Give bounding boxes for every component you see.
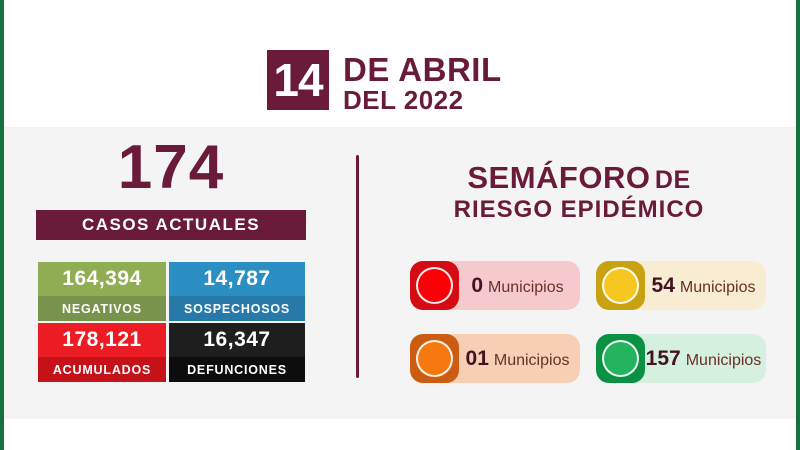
date-day-badge: 14 [267, 50, 329, 110]
semaphore-subtitle: RIESGO EPIDÉMICO [453, 195, 705, 223]
right-green-border [796, 0, 800, 450]
stat-defunciones-value: 16,347 [169, 323, 305, 357]
date-month: DE ABRIL [343, 51, 502, 88]
semaphore-title-line1: SEMÁFORO DE [389, 160, 769, 196]
stat-sospechosos: 14,787 SOSPECHOSOS [169, 262, 305, 321]
stat-defunciones-label: DEFUNCIONES [169, 357, 305, 382]
orange-pill-text: 01 Municipios [459, 347, 580, 371]
current-cases-label: CASOS ACTUALES [81, 215, 261, 234]
current-cases-value: 174 [117, 133, 225, 202]
stat-negativos-value: 164,394 [38, 262, 166, 296]
date-text: DE ABRIL DEL 2022 [343, 50, 502, 115]
semaphore-green-pill: 157 Municipios [596, 334, 766, 383]
yellow-light-icon [596, 261, 645, 310]
stat-negativos: 164,394 NEGATIVOS [38, 262, 166, 321]
semaphore-title-strong: SEMÁFORO [467, 160, 651, 195]
main-panel: 174 CASOS ACTUALES 164,394 NEGATIVOS 14,… [4, 127, 796, 419]
red-municipios-unit: Municipios [488, 278, 564, 296]
semaphore-title-suffix: DE [654, 166, 691, 194]
date-header: 14 DE ABRIL DEL 2022 [267, 50, 502, 115]
orange-circle-icon [416, 340, 453, 377]
red-circle-icon [416, 267, 453, 304]
orange-municipios-count: 01 [465, 346, 489, 370]
semaphore-title: SEMÁFORO DE RIESGO EPIDÉMICO [389, 160, 769, 223]
orange-municipios-unit: Municipios [493, 351, 570, 369]
green-municipios-unit: Municipios [685, 351, 762, 369]
yellow-pill-text: 54 Municipios [645, 274, 766, 298]
semaphore-grid: 0 Municipios 54 Municipios 01 Municipios [410, 261, 766, 383]
stats-grid: 164,394 NEGATIVOS 14,787 SOSPECHOSOS 178… [38, 262, 305, 382]
date-year: DEL 2022 [343, 85, 464, 115]
green-light-icon [596, 334, 645, 383]
stat-sospechosos-value: 14,787 [169, 262, 305, 296]
yellow-municipios-unit: Municipios [679, 278, 756, 296]
stat-sospechosos-label: SOSPECHOSOS [169, 296, 305, 321]
stat-defunciones: 16,347 DEFUNCIONES [169, 323, 305, 382]
stat-acumulados-value: 178,121 [38, 323, 166, 357]
green-municipios-count: 157 [645, 346, 681, 370]
left-green-border [0, 0, 4, 450]
semaphore-red-pill: 0 Municipios [410, 261, 580, 310]
yellow-municipios-count: 54 [651, 273, 675, 297]
green-pill-text: 157 Municipios [645, 347, 766, 371]
yellow-circle-icon [602, 267, 639, 304]
semaphore-orange-pill: 01 Municipios [410, 334, 580, 383]
red-light-icon [410, 261, 459, 310]
current-cases-label-bar: CASOS ACTUALES [36, 210, 306, 240]
orange-light-icon [410, 334, 459, 383]
stat-acumulados-label: ACUMULADOS [38, 357, 166, 382]
green-circle-icon [602, 340, 639, 377]
red-pill-text: 0 Municipios [459, 274, 580, 298]
semaphore-yellow-pill: 54 Municipios [596, 261, 766, 310]
date-day: 14 [273, 54, 323, 106]
stat-acumulados: 178,121 ACUMULADOS [38, 323, 166, 382]
vertical-divider [356, 155, 359, 378]
stat-negativos-label: NEGATIVOS [38, 296, 166, 321]
red-municipios-count: 0 [471, 273, 484, 297]
